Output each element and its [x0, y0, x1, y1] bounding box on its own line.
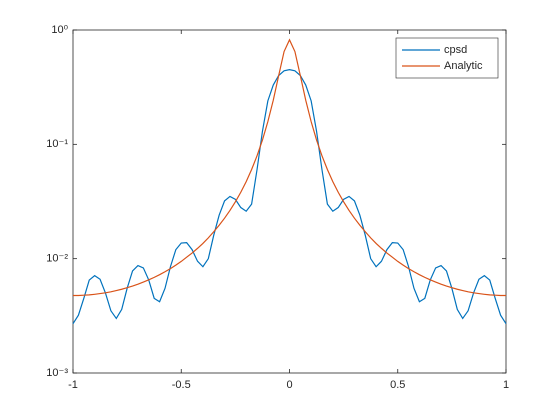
x-tick-label: -0.5 — [172, 379, 191, 391]
series-line — [72, 69, 507, 325]
x-tick-label: 0 — [286, 379, 292, 391]
x-tick-label: 0.5 — [390, 379, 405, 391]
x-tick-label: 1 — [503, 379, 509, 391]
y-tick-label: 10⁰ — [51, 24, 68, 36]
y-tick-label: 10⁻² — [46, 253, 68, 265]
legend-label: Analytic — [444, 60, 483, 72]
legend-label: cpsd — [444, 44, 467, 56]
x-tick-label: -1 — [68, 379, 78, 391]
axes-box — [72, 29, 507, 374]
legend-box — [395, 37, 499, 79]
y-tick-label: 10⁻¹ — [46, 138, 68, 150]
series-line — [73, 38, 506, 297]
y-tick-label: 10⁻³ — [46, 367, 68, 379]
